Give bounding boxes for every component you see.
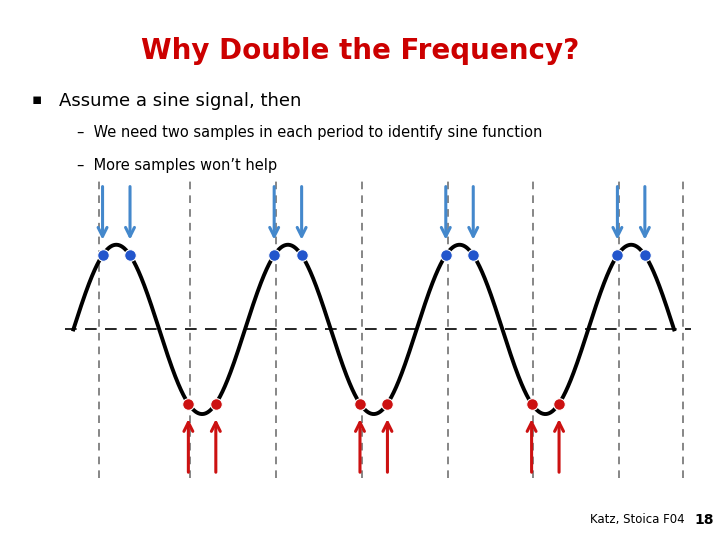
Text: ▪: ▪ [32,92,42,107]
Point [639,251,651,260]
Text: –  More samples won’t help: – More samples won’t help [76,159,276,173]
Text: Why Double the Frequency?: Why Double the Frequency? [141,37,579,65]
Point [296,251,307,260]
Point [125,251,136,260]
Point [96,251,108,260]
Point [210,399,222,408]
Point [382,399,393,408]
Point [440,251,451,260]
Point [269,251,280,260]
Point [183,399,194,408]
Point [467,251,479,260]
Point [553,399,564,408]
Text: Katz, Stoica F04: Katz, Stoica F04 [590,514,685,526]
Point [354,399,366,408]
Point [526,399,537,408]
Text: Assume a sine signal, then: Assume a sine signal, then [59,92,302,110]
Point [612,251,624,260]
Text: 18: 18 [695,512,714,526]
Text: –  We need two samples in each period to identify sine function: – We need two samples in each period to … [76,125,542,140]
